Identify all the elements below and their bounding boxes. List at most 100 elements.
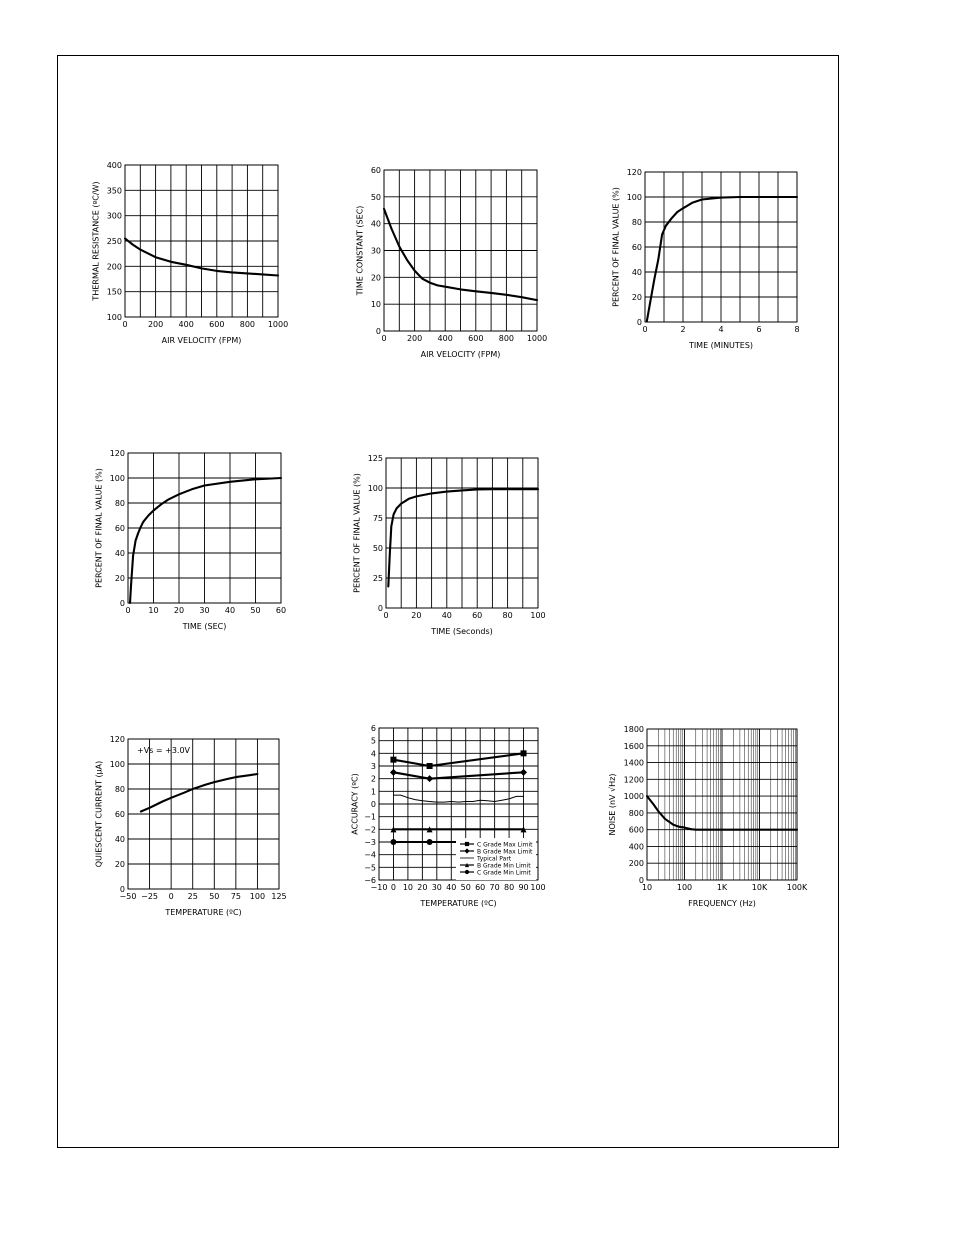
y-tick-label: 4 xyxy=(371,749,376,758)
x-tick-label: 80 xyxy=(503,611,513,620)
x-tick-label: 90 xyxy=(518,883,528,892)
x-axis-label: TEMPERATURE (ºC) xyxy=(164,908,241,917)
x-tick-label: 400 xyxy=(438,334,453,343)
legend-entry: C Grade Min Limit xyxy=(477,870,531,877)
y-tick-label: 5 xyxy=(371,737,376,746)
y-tick-label: 100 xyxy=(110,760,125,769)
x-tick-label: 100K xyxy=(787,883,808,892)
y-tick-label: 0 xyxy=(371,800,376,809)
x-tick-label: 0 xyxy=(169,892,174,901)
plot-frame xyxy=(127,452,282,604)
y-tick-label: 400 xyxy=(107,161,122,170)
y-tick-label: 1 xyxy=(371,787,376,796)
plot-frame xyxy=(124,164,279,318)
plot-grid xyxy=(127,738,280,890)
y-tick-label: 100 xyxy=(110,474,125,483)
x-tick-label: 70 xyxy=(490,883,500,892)
y-tick-label: 100 xyxy=(627,193,642,202)
x-axis-label: TEMPERATURE (ºC) xyxy=(419,899,496,908)
y-tick-label: 10 xyxy=(371,300,381,309)
x-tick-label: 0 xyxy=(642,325,647,334)
x-tick-label: −50 xyxy=(120,892,137,901)
chart-quiescent-current: −50 −25 0 25 50 75 100 125 0 20 40 60 80 100 120 TEMPER… xyxy=(94,735,286,917)
x-tick-label: 75 xyxy=(231,892,241,901)
marker-square xyxy=(520,750,527,757)
plot-grid xyxy=(385,457,539,609)
x-tick-label: 100 xyxy=(530,883,545,892)
x-tick-label: 6 xyxy=(756,325,761,334)
legend-entry: B Grade Max Limit xyxy=(477,849,533,856)
y-tick-label: 40 xyxy=(371,220,381,229)
x-tick-label: 10 xyxy=(148,606,158,615)
y-tick-label: 0 xyxy=(637,318,642,327)
y-tick-label: 120 xyxy=(110,735,125,744)
y-tick-label: 20 xyxy=(371,273,381,282)
x-tick-label: 60 xyxy=(276,606,286,615)
x-tick-label: 100 xyxy=(677,883,692,892)
x-tick-label: 40 xyxy=(442,611,452,620)
marker-circle xyxy=(426,839,433,845)
x-tick-label: 125 xyxy=(271,892,286,901)
y-tick-label: 1000 xyxy=(624,792,644,801)
y-tick-label: 100 xyxy=(368,484,383,493)
series-line-main xyxy=(387,488,540,588)
x-tick-label: 40 xyxy=(446,883,456,892)
x-axis-label: AIR VELOCITY (FPM) xyxy=(421,350,501,359)
x-tick-label: 40 xyxy=(225,606,235,615)
plot-frame xyxy=(385,457,539,609)
marker-square xyxy=(426,763,433,769)
y-tick-label: 1400 xyxy=(624,759,644,768)
marker-diamond xyxy=(464,848,470,854)
x-tick-label: 80 xyxy=(504,883,514,892)
y-tick-label: 50 xyxy=(373,544,383,553)
y-tick-label: 1200 xyxy=(624,775,644,784)
plot-frame xyxy=(644,171,798,323)
x-tick-label: 20 xyxy=(417,883,427,892)
x-tick-label: 400 xyxy=(179,320,194,329)
series-line-main xyxy=(645,795,799,831)
y-tick-label: −2 xyxy=(364,825,376,834)
x-tick-label: 600 xyxy=(468,334,483,343)
plot-grid xyxy=(646,728,798,881)
plot-grid xyxy=(383,169,538,332)
x-tick-label: 50 xyxy=(250,606,260,615)
plot-grid xyxy=(124,164,279,318)
y-tick-label: 100 xyxy=(107,313,122,322)
x-tick-label: 0 xyxy=(125,606,130,615)
legend-entry: B Grade Min Limit xyxy=(477,863,531,870)
marker-circle xyxy=(464,869,470,875)
x-tick-label: 1K xyxy=(717,883,728,892)
y-tick-label: 120 xyxy=(627,168,642,177)
marker-triangle xyxy=(464,862,470,868)
y-axis-label: ACCURACY (ºC) xyxy=(351,773,360,834)
marker-diamond xyxy=(426,775,434,783)
x-axis-label: TIME (Seconds) xyxy=(430,627,493,636)
x-tick-label: 50 xyxy=(461,883,471,892)
y-tick-label: 6 xyxy=(371,724,376,733)
series-line-b-grade-max-limit xyxy=(392,771,525,780)
x-tick-label: 100 xyxy=(250,892,265,901)
y-tick-label: −1 xyxy=(364,813,376,822)
y-axis-label: PERCENT OF FINAL VALUE (%) xyxy=(352,473,361,593)
x-tick-label: 1000 xyxy=(527,334,547,343)
y-axis-label: QUIESCENT CURRENT (µA) xyxy=(94,761,103,868)
y-tick-label: 80 xyxy=(115,499,125,508)
plot-grid xyxy=(644,171,798,323)
y-tick-label: 300 xyxy=(107,212,122,221)
x-tick-label: 25 xyxy=(188,892,198,901)
legend-background xyxy=(456,838,536,880)
y-tick-label: 20 xyxy=(115,860,125,869)
y-axis-label: PERCENT OF FINAL VALUE (%) xyxy=(94,468,103,588)
x-tick-label: 200 xyxy=(407,334,422,343)
series-line-main xyxy=(123,237,280,277)
y-tick-label: 0 xyxy=(376,327,381,336)
plot-frame xyxy=(646,728,798,881)
chart-thermal-response-stirred: 0 20 40 60 80 100 0 25 50 75 100 125 TIME (Seconds) P… xyxy=(352,454,545,636)
chart-thermal-response-seconds: 0 10 20 30 40 50 60 0 20 40 60 80 100 120 TIME (SEC) PE… xyxy=(94,449,286,631)
x-tick-label: 600 xyxy=(209,320,224,329)
x-tick-label: 1000 xyxy=(268,320,288,329)
y-tick-label: 350 xyxy=(107,186,122,195)
y-axis-label: THERMAL RESISTANCE (ºC/W) xyxy=(91,181,100,301)
y-tick-label: 800 xyxy=(629,809,644,818)
y-tick-label: 1600 xyxy=(624,742,644,751)
